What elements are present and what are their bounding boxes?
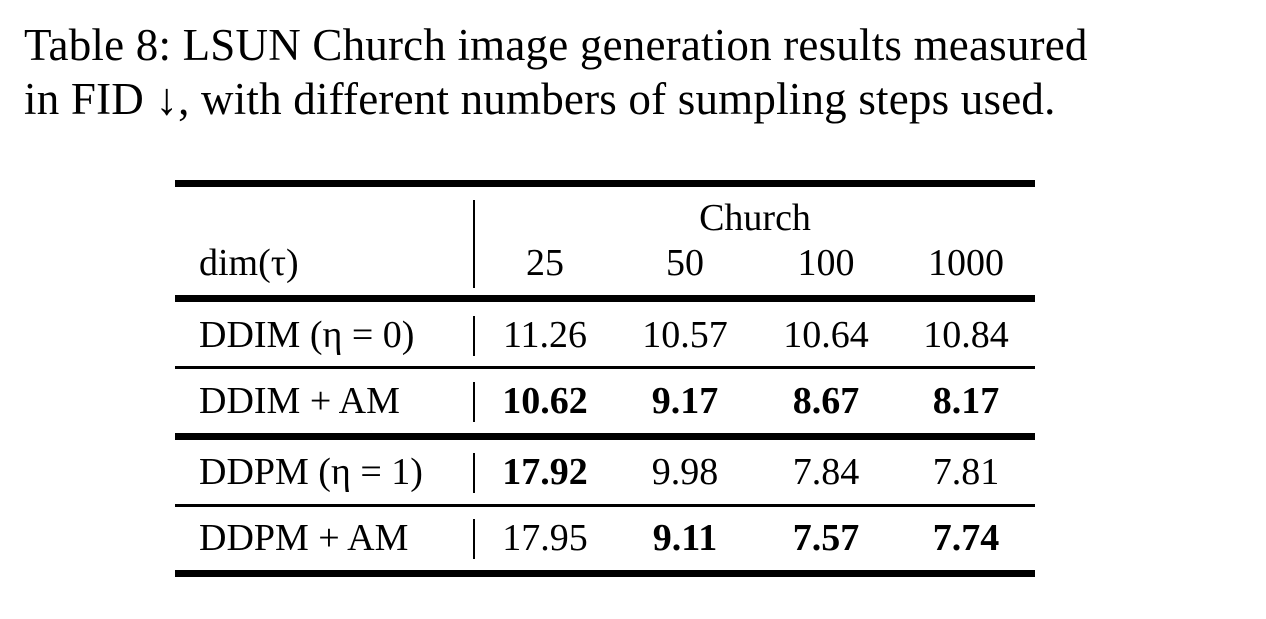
value-cell: 8.17 (932, 380, 1000, 422)
row-separator-1 (473, 316, 475, 356)
method-label: DDIM + AM (199, 380, 400, 422)
row-separator-4 (473, 519, 475, 559)
caption-line-1: Table 8: LSUN Church image generation re… (24, 20, 1088, 70)
column-header: 1000 (928, 242, 1004, 284)
header-vertical-separator (473, 200, 475, 288)
value-cell: 9.98 (651, 451, 719, 493)
column-header: 100 (797, 242, 855, 284)
row-header-label: dim(τ) (199, 242, 299, 284)
value-cell: 7.84 (792, 451, 860, 493)
value-cell: 10.84 (923, 314, 1009, 356)
group-header: Church (699, 197, 811, 239)
table-caption: Table 8: LSUN Church image generation re… (24, 18, 1244, 126)
caption-line-2: in FID ↓, with different numbers of sump… (24, 74, 1056, 124)
value-cell: 10.64 (783, 314, 869, 356)
header-rule (175, 295, 1035, 302)
value-cell: 9.17 (651, 380, 719, 422)
method-label: DDIM (η = 0) (199, 314, 415, 356)
row-separator-3 (473, 453, 475, 493)
value-cell: 10.57 (642, 314, 728, 356)
value-cell: 11.26 (502, 314, 588, 356)
group-rule (175, 433, 1035, 440)
row-separator-2 (473, 382, 475, 422)
column-header: 25 (526, 242, 564, 284)
column-header: 50 (666, 242, 704, 284)
value-cell: 9.11 (652, 517, 718, 559)
value-cell: 8.67 (792, 380, 860, 422)
value-cell: 7.57 (792, 517, 860, 559)
value-cell: 7.81 (932, 451, 1000, 493)
value-cell: 17.95 (502, 517, 588, 559)
method-label: DDPM + AM (199, 517, 409, 559)
value-cell: 10.62 (502, 380, 588, 422)
method-label: DDPM (η = 1) (199, 451, 423, 493)
value-cell: 7.74 (932, 517, 1000, 559)
row-rule-3 (175, 504, 1035, 507)
top-rule (175, 180, 1035, 187)
row-rule-1 (175, 366, 1035, 369)
bottom-rule (175, 570, 1035, 577)
value-cell: 17.92 (502, 451, 588, 493)
